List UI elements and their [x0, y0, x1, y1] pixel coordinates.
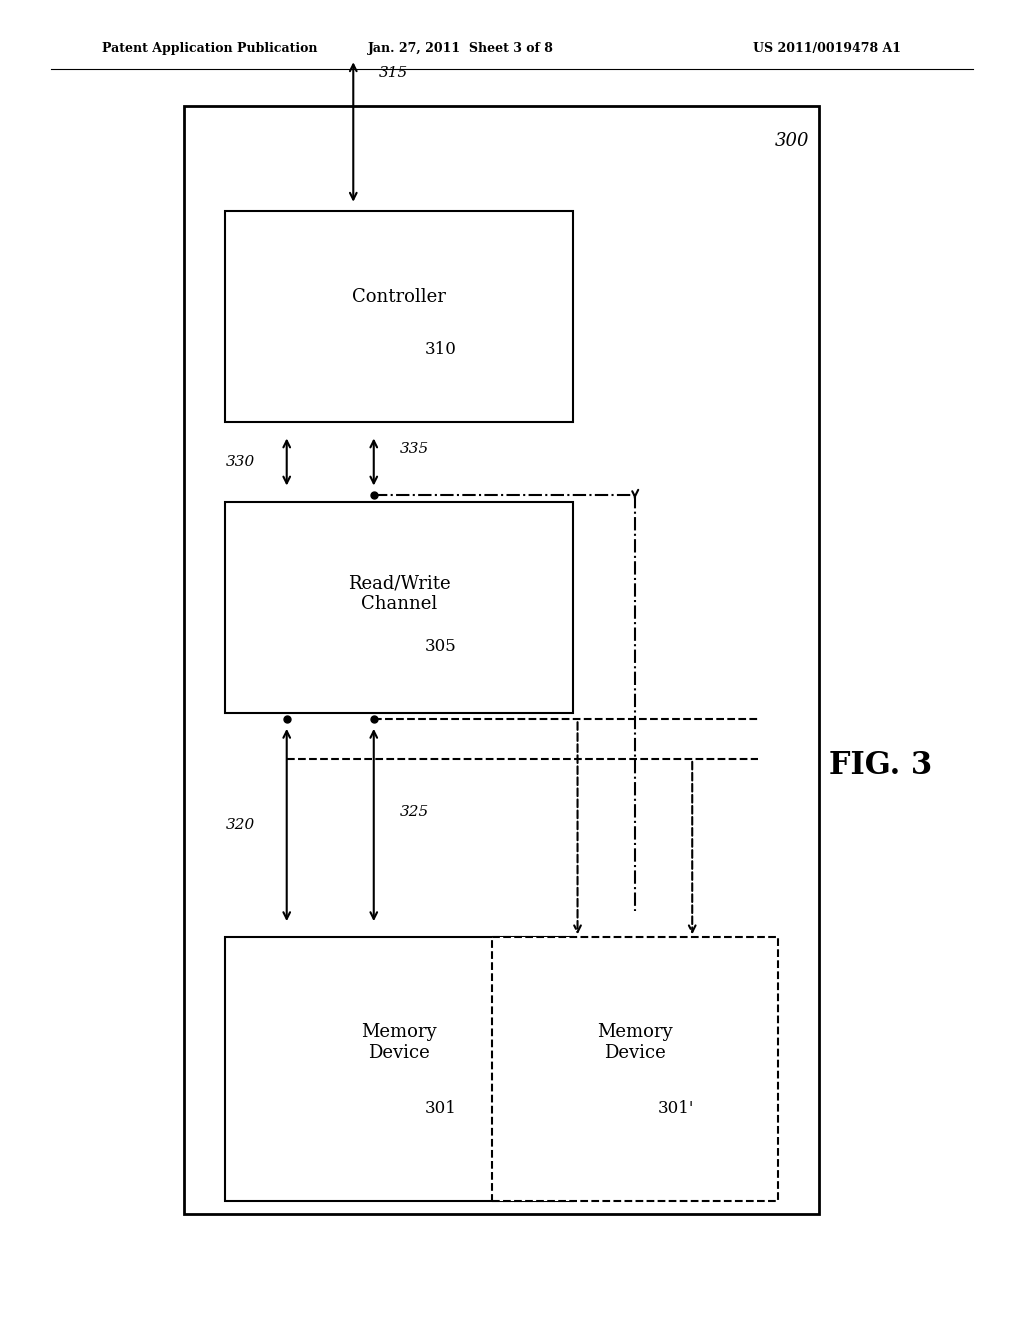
Text: 330: 330	[226, 455, 255, 469]
FancyBboxPatch shape	[225, 502, 573, 713]
Text: 310: 310	[424, 342, 457, 358]
Text: US 2011/0019478 A1: US 2011/0019478 A1	[753, 42, 901, 55]
Text: Patent Application Publication: Patent Application Publication	[102, 42, 317, 55]
FancyBboxPatch shape	[225, 211, 573, 422]
Text: Jan. 27, 2011  Sheet 3 of 8: Jan. 27, 2011 Sheet 3 of 8	[368, 42, 554, 55]
Text: FIG. 3: FIG. 3	[829, 750, 932, 781]
FancyBboxPatch shape	[225, 937, 573, 1201]
Text: Read/Write
Channel: Read/Write Channel	[348, 574, 451, 614]
Text: 325: 325	[400, 805, 429, 818]
FancyBboxPatch shape	[492, 937, 778, 1201]
Text: Memory
Device: Memory Device	[597, 1023, 673, 1063]
Text: 300: 300	[774, 132, 809, 150]
Text: 320: 320	[226, 818, 255, 832]
Text: 305: 305	[424, 639, 457, 655]
Text: 301: 301	[424, 1101, 457, 1117]
Text: 335: 335	[400, 442, 429, 455]
Text: 315: 315	[379, 66, 409, 81]
Text: Controller: Controller	[352, 288, 446, 306]
Text: Memory
Device: Memory Device	[361, 1023, 437, 1063]
FancyBboxPatch shape	[184, 106, 819, 1214]
Text: 301': 301'	[657, 1101, 694, 1117]
